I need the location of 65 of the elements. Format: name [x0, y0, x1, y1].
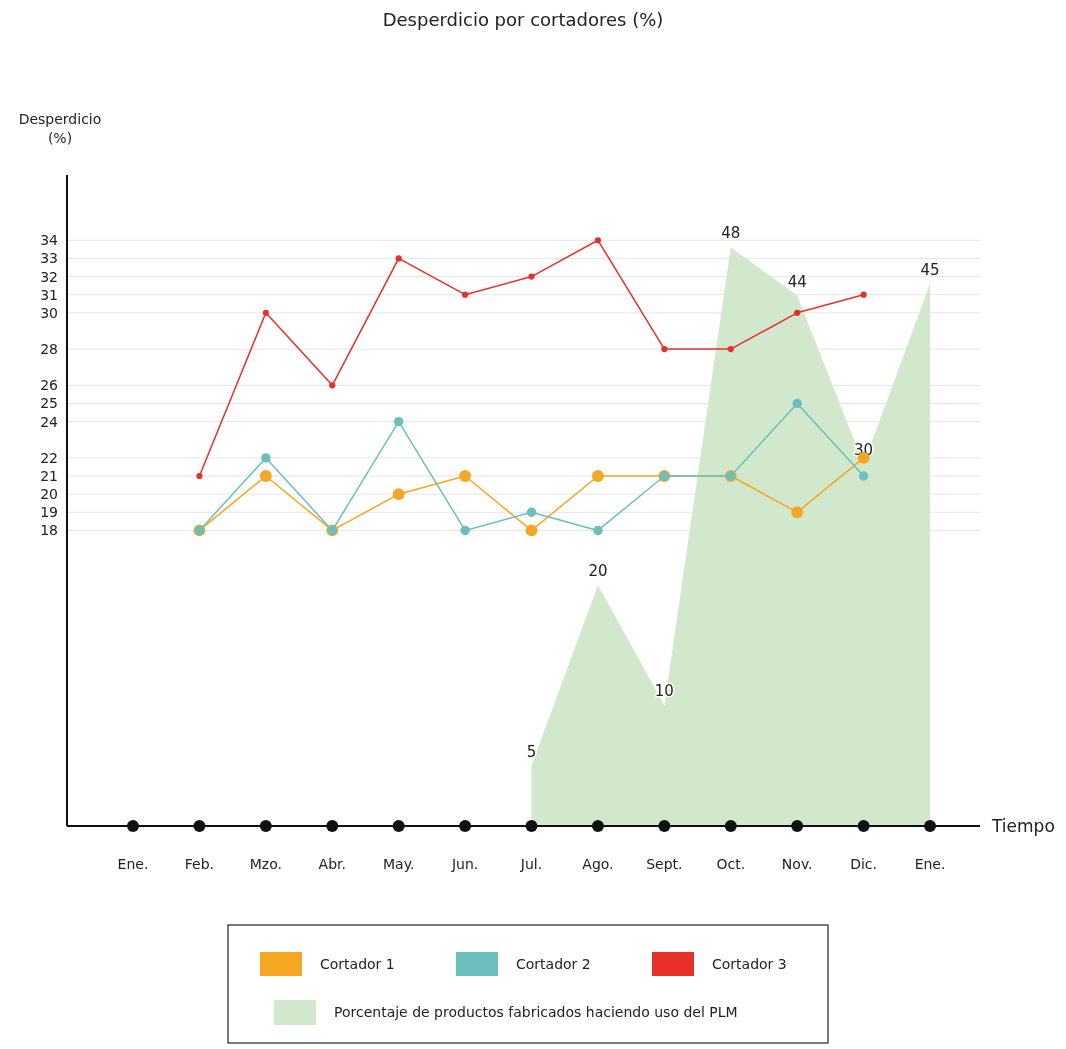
point: [261, 453, 271, 463]
x-tick-label: Ene.: [117, 856, 149, 872]
chart-title: Desperdicio por cortadores (%): [382, 9, 664, 30]
y-axis-title: Desperdicio (%): [18, 111, 102, 146]
x-tick-label: Ago.: [582, 856, 614, 872]
y-tick-label: 18: [40, 522, 58, 539]
point: [259, 470, 272, 482]
point: [462, 291, 469, 298]
point: [262, 309, 269, 316]
point: [592, 470, 604, 482]
y-tick-label: 22: [40, 449, 58, 466]
x-tick-label: Dic.: [850, 856, 878, 872]
point: [593, 525, 603, 536]
y-tick-label: 19: [40, 504, 58, 521]
y-tick-label: 32: [40, 268, 58, 285]
legend-label: Cortador 3: [712, 956, 787, 972]
data-label: 10: [654, 682, 674, 701]
y-tick-label: 21: [40, 468, 58, 485]
point: [526, 507, 537, 517]
point: [460, 525, 470, 536]
y-tick-label: 33: [40, 250, 58, 267]
point: [196, 472, 203, 480]
y-tick-label: 20: [40, 486, 58, 503]
y-tick-label: 31: [40, 286, 58, 303]
x-tick-label: Mzo.: [249, 856, 282, 872]
legend-label: Cortador 2: [516, 956, 591, 972]
data-label: 44: [787, 272, 807, 291]
point: [393, 416, 404, 427]
data-label: 30: [854, 441, 874, 460]
legend-label: Porcentaje de productos fabricados haciendo uso del PLM: [334, 1004, 738, 1020]
point: [791, 506, 804, 519]
x-tick-label: Jun.: [450, 856, 479, 872]
data-label: 20: [588, 561, 608, 580]
y-tick-label: 34: [40, 232, 59, 249]
point: [392, 488, 405, 501]
x-tick-label: Ene.: [914, 856, 946, 872]
x-tick-label: May.: [382, 856, 415, 872]
y-tick-label: 28: [40, 341, 58, 358]
x-tick-label: Nov.: [781, 856, 813, 872]
x-tick-label: Sept.: [646, 856, 683, 872]
legend-label: Cortador 1: [320, 956, 395, 972]
point: [860, 291, 867, 298]
point: [858, 471, 869, 481]
data-label: 5: [526, 742, 537, 761]
point: [528, 273, 535, 280]
x-tick-label: Feb.: [184, 856, 215, 872]
point: [525, 524, 538, 537]
point: [794, 309, 801, 316]
x-tick-label: Oct.: [716, 856, 746, 872]
point: [661, 346, 668, 353]
point: [329, 382, 336, 389]
y-tick-label: 30: [40, 304, 58, 321]
point: [395, 255, 402, 262]
point: [727, 346, 734, 353]
y-tick-label: 25: [40, 395, 58, 412]
y-tick-label: 26: [40, 377, 59, 394]
x-tick-label: Abr.: [318, 856, 346, 872]
data-label: 48: [721, 224, 741, 243]
point: [792, 398, 802, 409]
x-axis-title: Tiempo: [991, 816, 1055, 836]
y-tick-label: 24: [40, 413, 59, 430]
point: [594, 237, 602, 244]
point: [459, 470, 472, 482]
data-label: 45: [920, 260, 940, 279]
x-tick-label: Jul.: [519, 856, 543, 872]
